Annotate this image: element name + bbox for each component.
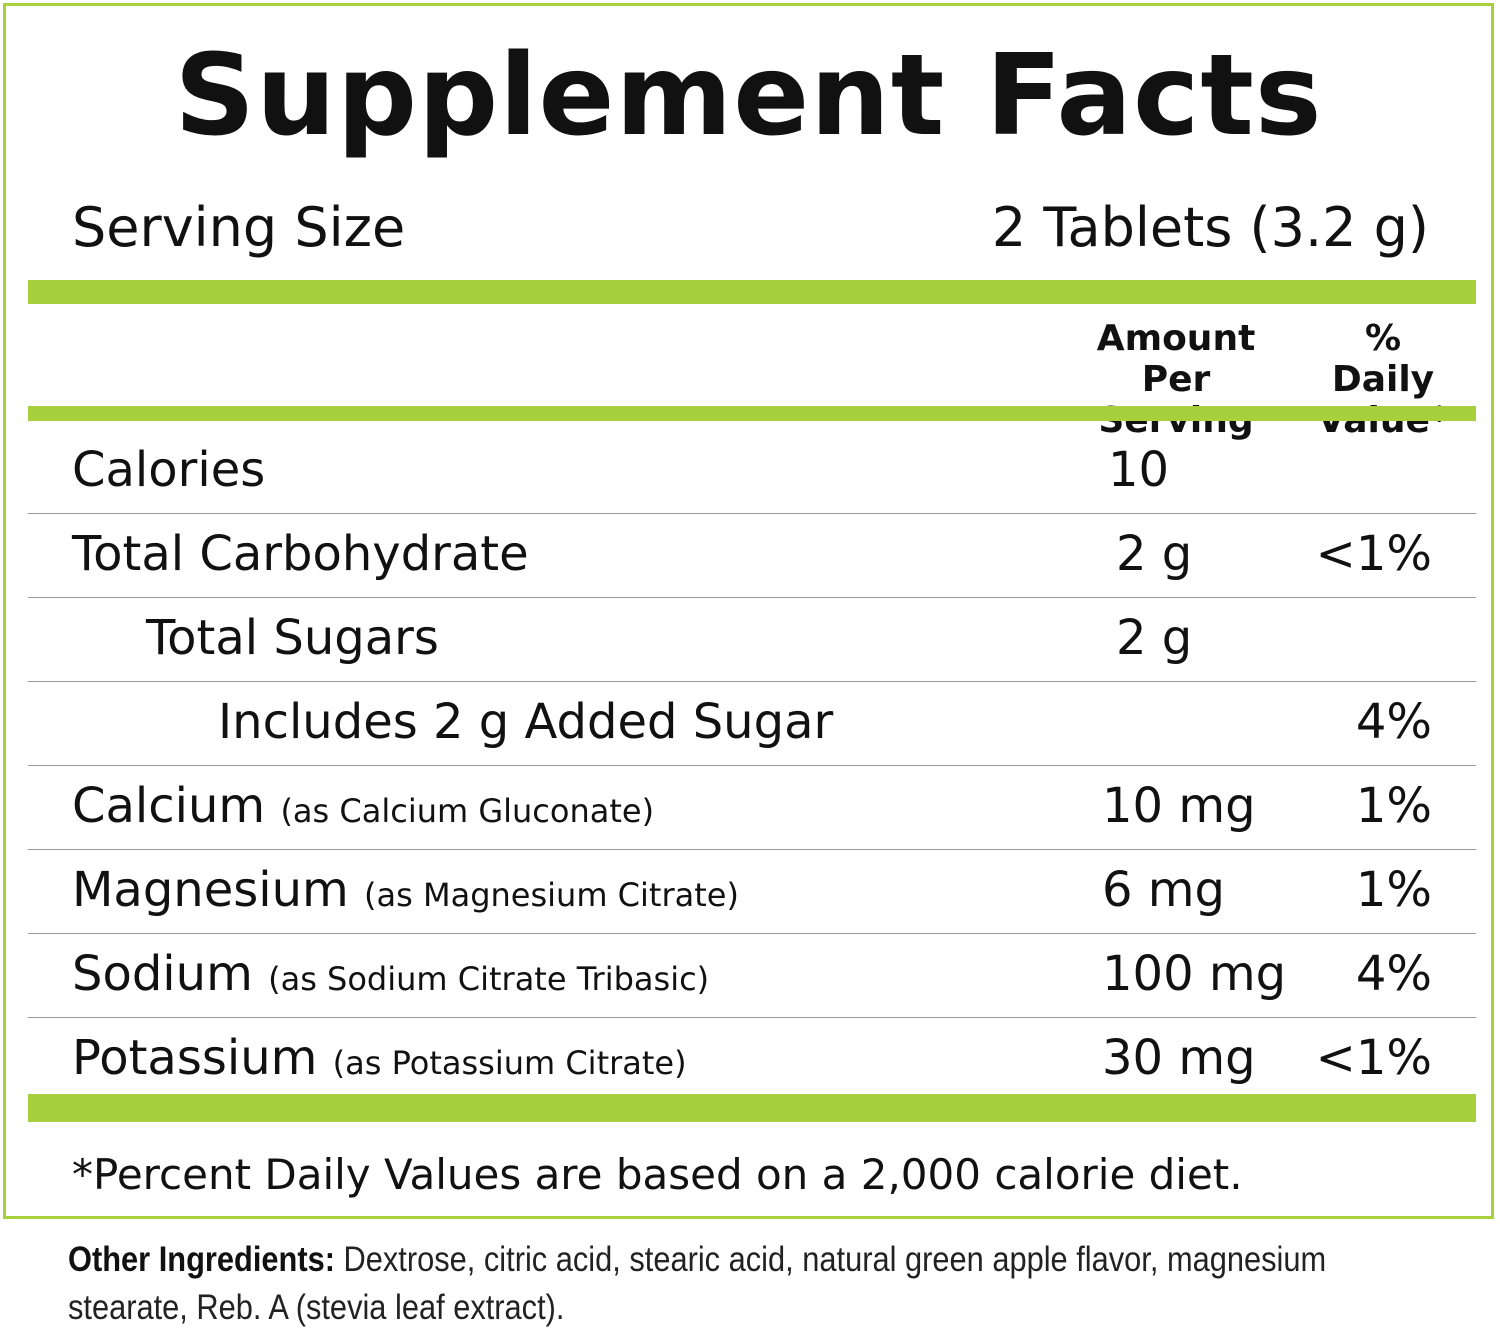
- facts-row-potassium: Potassium (as Potassium Citrate) 30 mg <…: [28, 1018, 1476, 1102]
- row-amount: 2 g: [1116, 610, 1193, 666]
- row-daily-value: 1%: [1355, 862, 1432, 918]
- row-name-group: Magnesium (as Magnesium Citrate): [72, 860, 739, 925]
- row-separator: [28, 1017, 1476, 1018]
- row-daily-value: 1%: [1355, 778, 1432, 834]
- daily-value-footnote: *Percent Daily Values are based on a 2,0…: [72, 1150, 1243, 1199]
- row-amount: 30 mg: [1102, 1030, 1256, 1086]
- amount-header-line2: Per Serving: [1098, 359, 1253, 441]
- row-source: (as Potassium Citrate): [332, 1044, 687, 1082]
- row-name: Calories: [72, 442, 266, 498]
- row-name-group: Calcium (as Calcium Gluconate): [72, 776, 654, 841]
- facts-row-calcium: Calcium (as Calcium Gluconate) 10 mg 1%: [28, 766, 1476, 850]
- row-separator: [28, 933, 1476, 934]
- row-separator: [28, 597, 1476, 598]
- divider-bar-header: [28, 406, 1476, 421]
- row-name: Total Sugars: [146, 610, 439, 666]
- row-name: Potassium: [72, 1030, 318, 1086]
- row-name: Calcium: [72, 778, 266, 834]
- other-ingredients: Other Ingredients: Dextrose, citric acid…: [68, 1236, 1441, 1332]
- row-source: (as Magnesium Citrate): [364, 876, 739, 914]
- row-source: (as Sodium Citrate Tribasic): [268, 960, 710, 998]
- row-separator: [28, 681, 1476, 682]
- amount-per-serving-header: Amount Per Serving: [1068, 318, 1284, 441]
- row-separator: [28, 765, 1476, 766]
- facts-row-total-sugars: Total Sugars 2 g: [28, 598, 1476, 682]
- row-amount: 10: [1108, 442, 1170, 498]
- amount-header-line1: Amount: [1096, 318, 1256, 359]
- row-name: Magnesium: [72, 862, 349, 918]
- facts-row-calories: Calories 10: [28, 430, 1476, 514]
- panel-title: Supplement Facts: [174, 31, 1323, 161]
- facts-row-total-carbohydrate: Total Carbohydrate 2 g <1%: [28, 514, 1476, 598]
- row-separator: [28, 513, 1476, 514]
- supplement-facts-panel: Supplement Facts Serving Size 2 Tablets …: [3, 3, 1494, 1219]
- dv-header-line1: % Daily: [1331, 318, 1435, 400]
- facts-row-added-sugar: Includes 2 g Added Sugar 4%: [28, 682, 1476, 766]
- facts-row-magnesium: Magnesium (as Magnesium Citrate) 6 mg 1%: [28, 850, 1476, 934]
- other-ingredients-text: Dextrose, citric acid, stearic acid, nat…: [68, 1240, 1327, 1327]
- facts-row-sodium: Sodium (as Sodium Citrate Tribasic) 100 …: [28, 934, 1476, 1018]
- divider-bar-bottom: [28, 1094, 1476, 1122]
- row-daily-value: 4%: [1355, 946, 1432, 1002]
- row-name: Includes 2 g Added Sugar: [218, 694, 834, 750]
- row-amount: 2 g: [1116, 526, 1193, 582]
- row-name-group: Sodium (as Sodium Citrate Tribasic): [72, 944, 709, 1009]
- row-name: Total Carbohydrate: [72, 526, 529, 582]
- row-source: (as Calcium Gluconate): [280, 792, 655, 830]
- divider-bar-top: [28, 280, 1476, 304]
- row-separator: [28, 849, 1476, 850]
- row-amount: 100 mg: [1102, 946, 1287, 1002]
- row-daily-value: 4%: [1355, 694, 1432, 750]
- row-name-group: Potassium (as Potassium Citrate): [72, 1028, 687, 1093]
- row-amount: 6 mg: [1102, 862, 1226, 918]
- row-daily-value: <1%: [1315, 526, 1432, 582]
- serving-size-label: Serving Size: [72, 196, 406, 259]
- other-ingredients-label: Other Ingredients:: [68, 1240, 335, 1279]
- daily-value-header: % Daily Value*: [1310, 318, 1456, 441]
- row-amount: 10 mg: [1102, 778, 1256, 834]
- row-daily-value: <1%: [1315, 1030, 1432, 1086]
- serving-size-value: 2 Tablets (3.2 g): [991, 196, 1429, 259]
- row-name: Sodium: [72, 946, 253, 1002]
